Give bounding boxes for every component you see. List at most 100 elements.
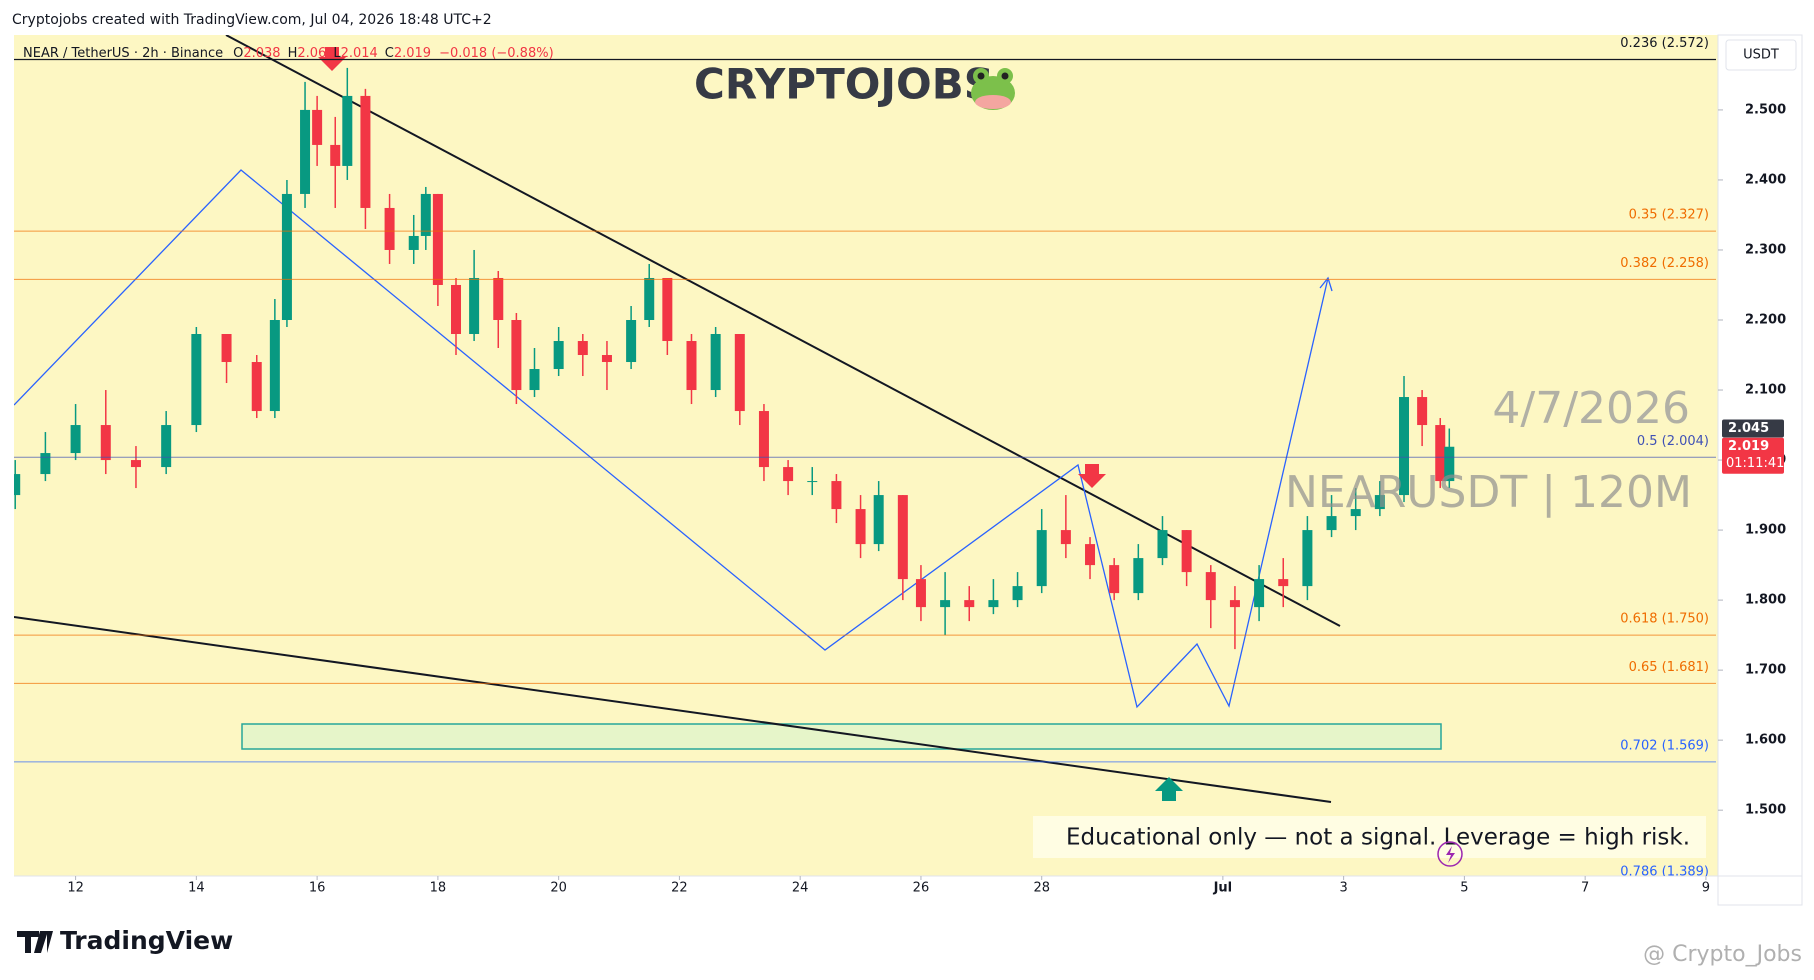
y-tick-label: 2.300	[1745, 242, 1786, 257]
x-tick-label: 9	[1702, 881, 1710, 896]
x-tick-label: 16	[309, 881, 326, 896]
candle-body	[1085, 544, 1096, 566]
legend: NEAR / TetherUS · 2h · Binance O2.038 H2.0…	[23, 46, 554, 61]
alert-icon[interactable]	[1437, 841, 1463, 867]
candle-body	[221, 334, 232, 363]
candle-body	[601, 355, 612, 363]
fib-label: 0.35 (2.327)	[1629, 208, 1709, 223]
candle-body	[360, 95, 371, 208]
x-tick-label: 14	[188, 881, 205, 896]
candle-body	[161, 425, 172, 468]
candle-body	[734, 334, 745, 412]
candle-body	[1444, 446, 1455, 482]
candle-body	[40, 453, 51, 475]
candle-body	[915, 579, 926, 608]
credit: @ Crypto_Jobs	[1643, 942, 1802, 967]
x-tick-label: 22	[671, 881, 688, 896]
candle-body	[281, 193, 292, 321]
candle-body	[511, 320, 522, 391]
x-tick-label: 20	[550, 881, 567, 896]
price-label: 2.045	[1728, 421, 1769, 436]
legend-key: C	[385, 46, 394, 61]
candle-body	[191, 334, 202, 426]
candle-body	[686, 341, 697, 391]
candle-body	[988, 600, 999, 608]
fib-label: 0.5 (2.004)	[1637, 434, 1709, 449]
candle-body	[758, 411, 769, 468]
y-tick-label: 1.600	[1745, 733, 1786, 748]
candle-body	[529, 369, 540, 391]
candle-body	[1181, 530, 1192, 573]
trend-line	[225, 35, 1341, 627]
candle-body	[783, 467, 794, 482]
x-tick-label: 28	[1033, 881, 1050, 896]
x-tick-label: 12	[67, 881, 84, 896]
plot-area: 0.236 (2.572) 0.35 (2.327) 0.382 (2.258) 0.…	[14, 35, 1716, 879]
x-tick-label: 18	[430, 881, 447, 896]
fib-label: 0.236 (2.572)	[1620, 36, 1709, 51]
candle-body	[1060, 530, 1071, 545]
y-tick-label: 1.500	[1745, 803, 1786, 818]
candle-body	[1229, 600, 1240, 608]
y-tick-label: 2.500	[1745, 102, 1786, 117]
note: Educational only — not a signal. Leverag…	[1066, 825, 1690, 851]
candle-body	[577, 341, 588, 356]
candle-body	[1302, 530, 1313, 587]
y-tick-label: 2.400	[1745, 172, 1786, 187]
candle-body	[831, 481, 842, 510]
x-tick-label: 24	[792, 881, 809, 896]
candle-body	[1435, 425, 1446, 482]
candle-body	[662, 277, 673, 342]
currency-box[interactable]	[1725, 39, 1797, 71]
price-label-box	[1722, 419, 1784, 438]
candle-body	[1205, 572, 1216, 601]
fib-label: 0.65 (1.681)	[1629, 660, 1709, 675]
x-tick-label: 26	[913, 881, 930, 896]
date-stamp: 4/7/2026	[1492, 383, 1690, 434]
fib-label: 0.382 (2.258)	[1620, 256, 1709, 271]
candle-body	[1157, 530, 1168, 559]
candle-body	[1254, 579, 1265, 608]
candle-body	[1374, 495, 1385, 510]
plot-background	[14, 35, 1718, 876]
x-tick-label: 7	[1581, 881, 1589, 896]
frog-icon	[971, 68, 1015, 110]
fib-label: 0.786 (1.389)	[1620, 864, 1709, 879]
candle-body	[300, 109, 311, 194]
candle-body	[710, 334, 721, 391]
legend-value: 2.014	[341, 46, 378, 61]
candles	[14, 67, 1455, 650]
candle-body	[1278, 579, 1289, 587]
trend-line	[14, 616, 1332, 803]
brand-logo	[17, 931, 53, 953]
symbol-stamp: NEARUSDT | 120M	[1285, 467, 1692, 518]
candle-body	[1350, 509, 1361, 517]
candle-body	[420, 193, 431, 236]
candle-body	[269, 320, 280, 412]
x-tick-label: Jul	[1213, 881, 1233, 896]
candle-body	[342, 95, 353, 166]
candle-body	[940, 600, 951, 608]
candle-body	[130, 460, 141, 468]
sell-arrow	[1078, 464, 1106, 488]
legend-value: 2.019	[394, 46, 431, 61]
candle-body	[897, 495, 908, 580]
candle-body	[408, 235, 419, 250]
x-tick-label: 3	[1339, 881, 1347, 896]
header-text: Cryptojobs created with TradingView.com,…	[12, 12, 492, 28]
x-tick-label: 5	[1460, 881, 1468, 896]
candle-body	[469, 277, 480, 335]
candle-body	[1399, 397, 1410, 496]
candle-body	[70, 425, 81, 454]
candle-body	[807, 481, 818, 483]
legend-key: H	[288, 46, 298, 61]
candle-body	[626, 320, 637, 363]
brand: TradingView	[60, 926, 233, 955]
candle-body	[312, 109, 323, 145]
y-tick-label: 1.900	[1745, 523, 1786, 538]
support-zone	[241, 723, 1442, 750]
y-tick-label: 1.700	[1745, 663, 1786, 678]
candle-body	[451, 284, 462, 335]
candle-body	[1326, 516, 1337, 531]
